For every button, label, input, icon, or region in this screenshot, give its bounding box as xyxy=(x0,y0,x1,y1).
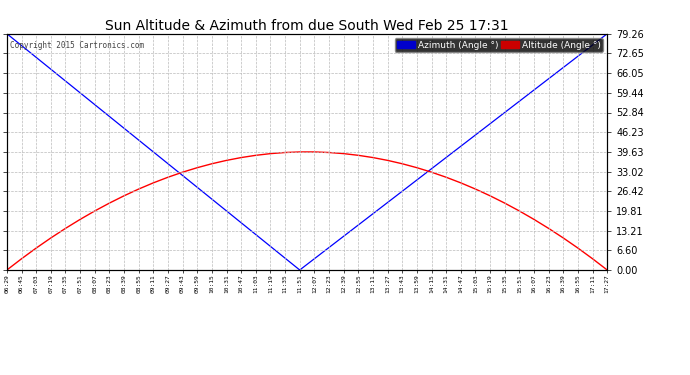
Text: Copyright 2015 Cartronics.com: Copyright 2015 Cartronics.com xyxy=(10,41,144,50)
Legend: Azimuth (Angle °), Altitude (Angle °): Azimuth (Angle °), Altitude (Angle °) xyxy=(395,38,602,52)
Title: Sun Altitude & Azimuth from due South Wed Feb 25 17:31: Sun Altitude & Azimuth from due South We… xyxy=(106,19,509,33)
